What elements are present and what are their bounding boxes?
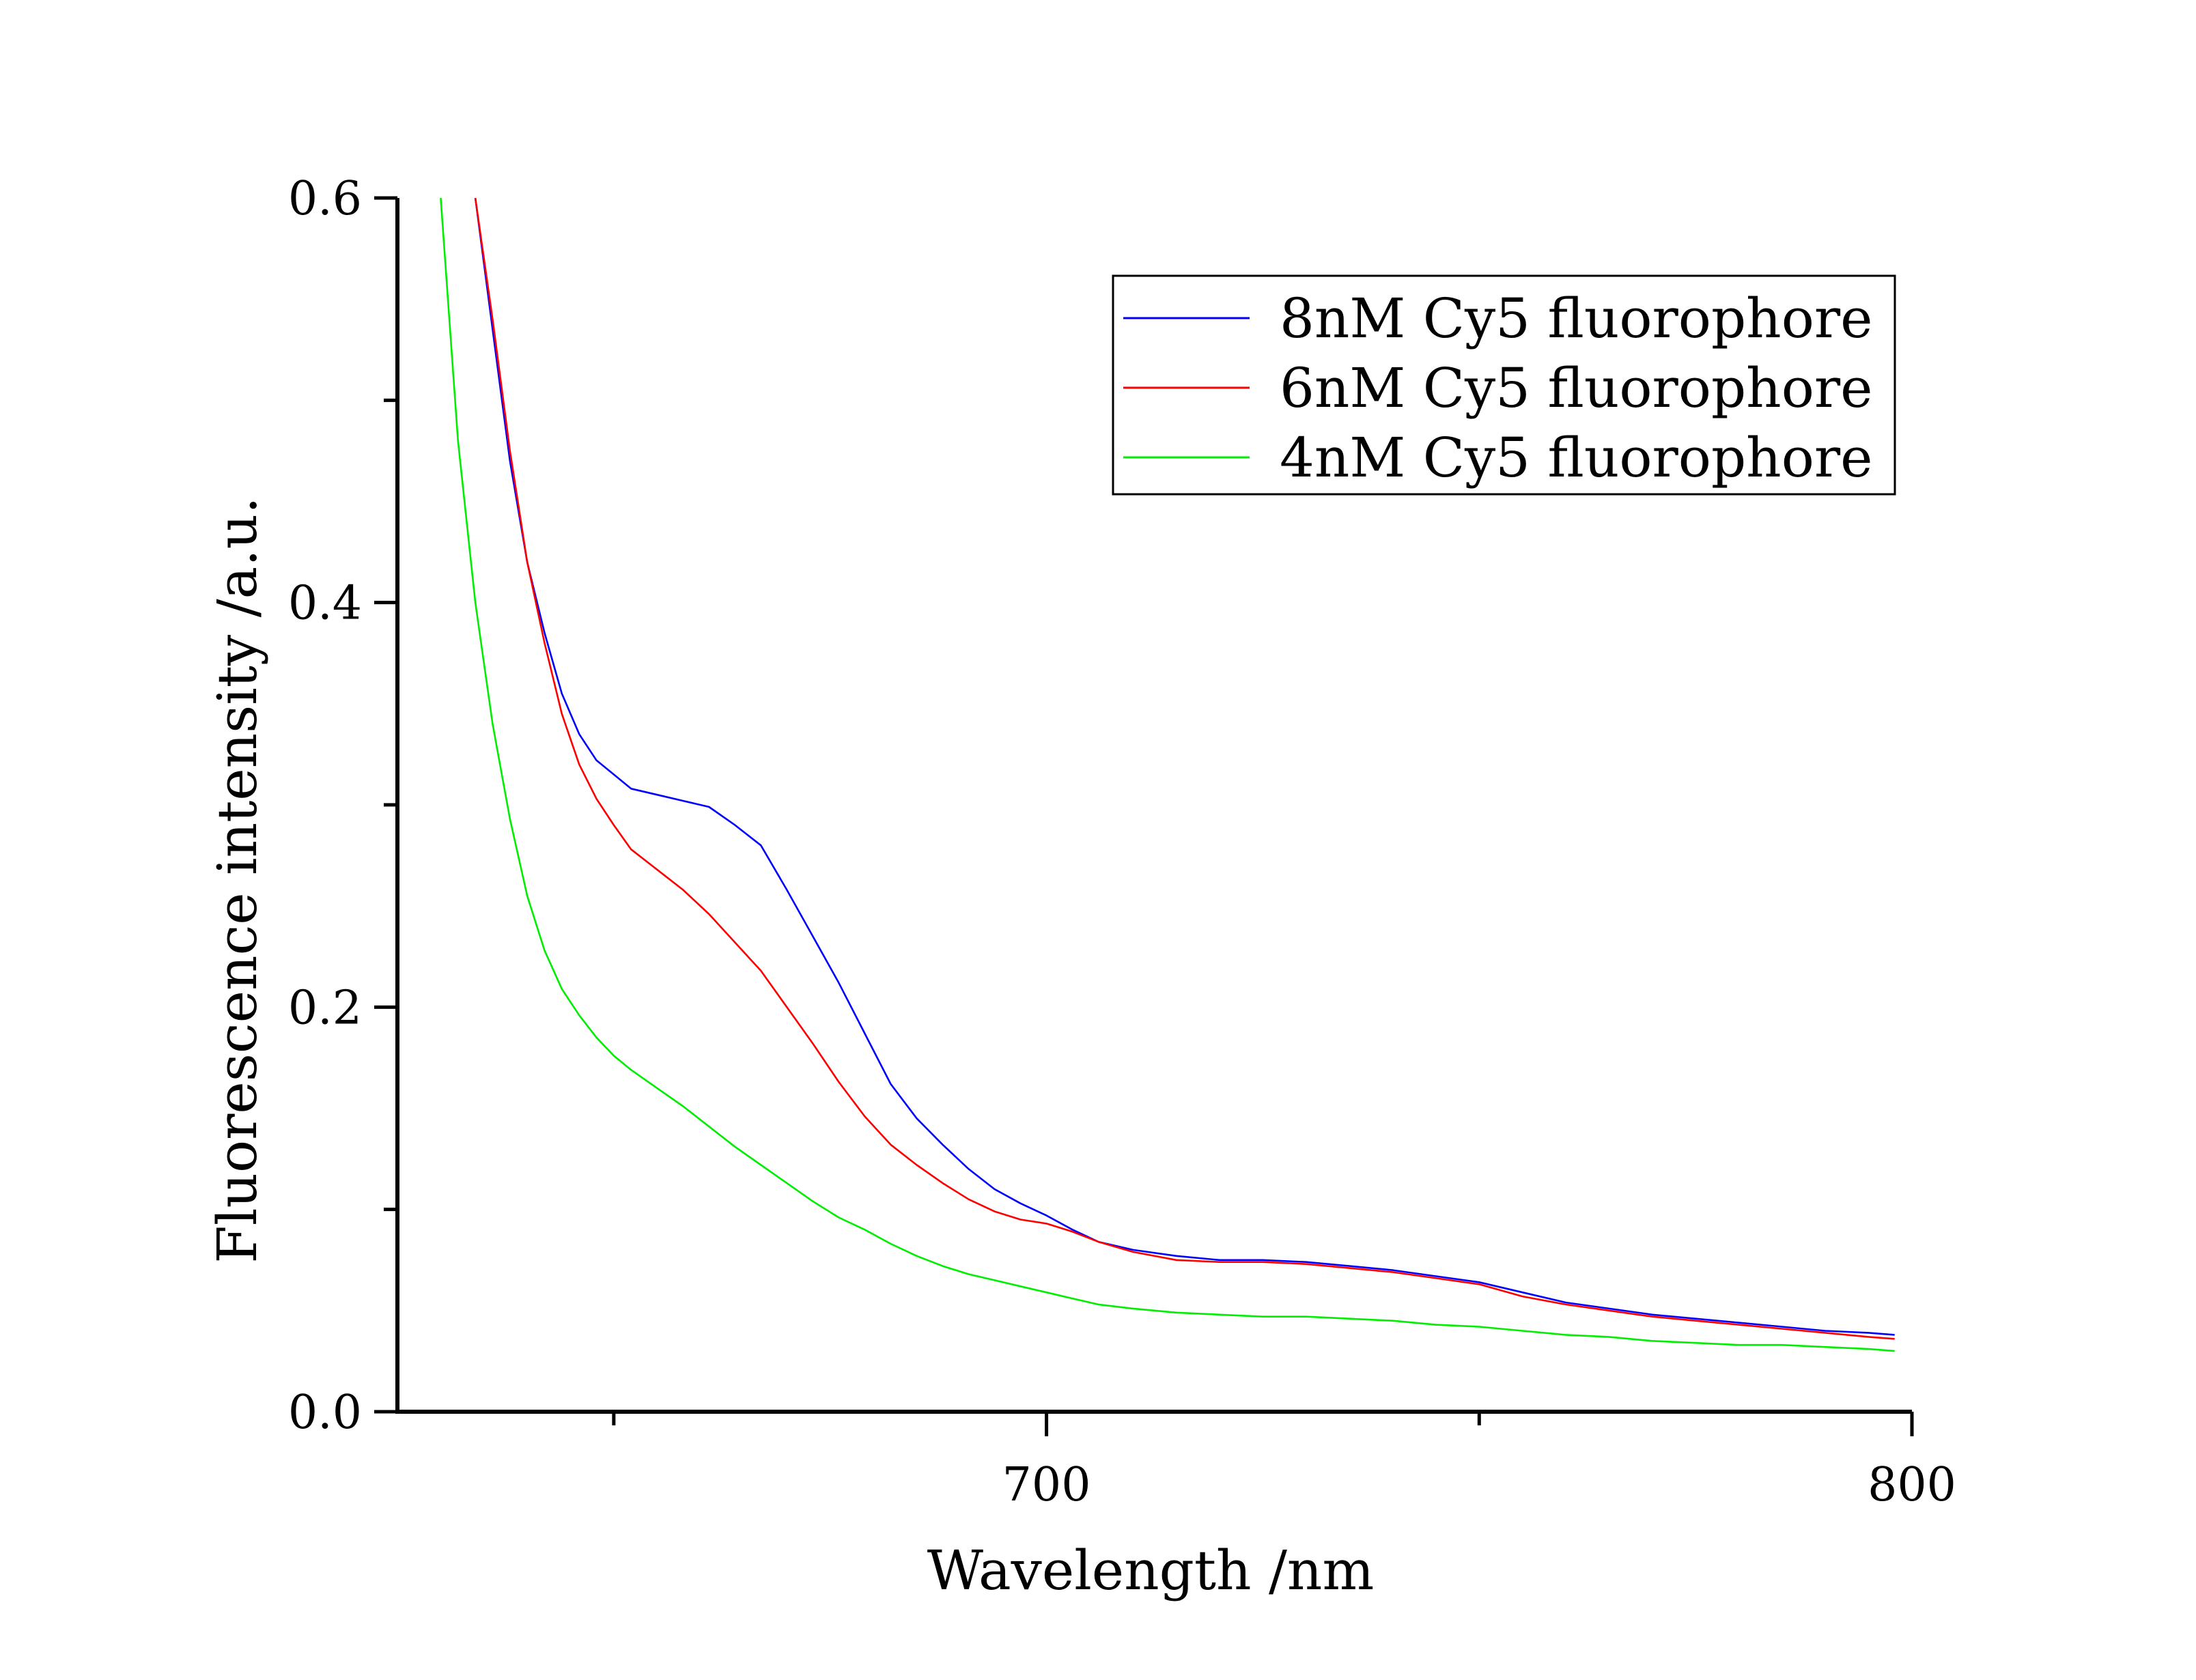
x-tick-label: 800 (1868, 1458, 1956, 1512)
y-tick-label: 0.4 (288, 577, 362, 631)
x-tick-label: 700 (1002, 1458, 1091, 1512)
y-axis-title: Fluorescence intensity /a.u. (206, 496, 269, 1263)
axes: 0.0 0.2 0.4 0.6 700 800 (288, 172, 1956, 1512)
series-line-3 (440, 198, 1895, 1352)
x-axis-title: Wavelength /nm (927, 1539, 1375, 1602)
legend-label-1: 8nM Cy5 fluorophore (1280, 287, 1872, 350)
series-line-1 (474, 198, 1895, 1336)
y-tick-label: 0.6 (288, 172, 362, 226)
legend-label-3: 4nM Cy5 fluorophore (1280, 426, 1872, 489)
legend-label-2: 6nM Cy5 fluorophore (1280, 356, 1872, 420)
series-line-2 (474, 198, 1895, 1340)
plot-series (440, 198, 1895, 1352)
y-tick-label: 0.0 (288, 1386, 362, 1440)
y-tick-label: 0.2 (288, 981, 362, 1035)
